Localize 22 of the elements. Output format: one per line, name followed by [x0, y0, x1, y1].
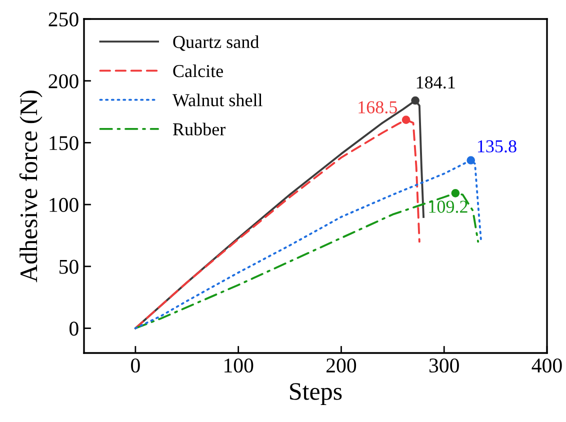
legend-label: Calcite [173, 64, 223, 78]
point [411, 96, 420, 105]
y-tick-label: 100 [50, 198, 78, 212]
y-tick-label: 50 [60, 260, 78, 274]
y-tick-label: 150 [50, 136, 78, 150]
annotation: 184.1 [416, 76, 455, 89]
x-tick-label: 300 [429, 358, 459, 373]
y-axis-title: Adhesive force (N) [19, 90, 42, 282]
y-tick-label: 250 [48, 12, 78, 26]
x-axis-title: Steps [290, 383, 342, 405]
legend-label: Quartz sand [173, 35, 259, 51]
x-tick-label: 100 [224, 358, 254, 373]
legend-label: Walnut shell [172, 94, 262, 106]
annotation: 109.2 [429, 200, 468, 213]
annotation: 168.5 [358, 101, 398, 114]
x-tick-label: 0 [131, 358, 140, 373]
x-tick-label: 400 [532, 358, 562, 373]
x-tick-label: 200 [326, 358, 356, 373]
y-tick-label: 0 [70, 322, 78, 336]
legend-label: Rubber [172, 122, 226, 136]
y-tick-label: 200 [48, 74, 78, 88]
annotation: 135.8 [478, 140, 516, 153]
